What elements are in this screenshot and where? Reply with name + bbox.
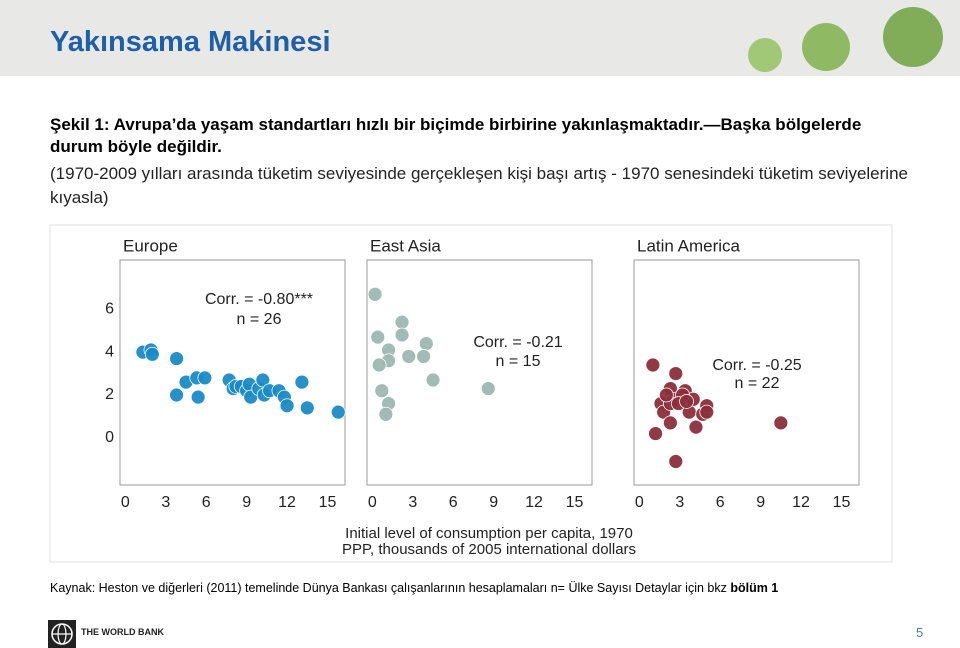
x-tick-label: 0 — [635, 494, 644, 511]
scatter-point — [668, 454, 684, 469]
x-tick-label: 6 — [716, 494, 725, 511]
x-tick-label: 15 — [566, 494, 584, 511]
y-tick-label: 6 — [105, 301, 114, 318]
annotation: Corr. = -0.80*** — [205, 291, 313, 308]
x-tick-label: 12 — [792, 494, 810, 511]
figure-heading: Şekil 1: Avrupa’da yaşam standartları hı… — [50, 115, 862, 156]
x-tick-label: 3 — [408, 494, 417, 511]
scatter-point — [668, 366, 684, 381]
source-emphasis: bölüm 1 — [730, 581, 779, 595]
x-tick-label: 0 — [368, 494, 377, 511]
scatter-point — [394, 327, 410, 343]
logo-text: THE WORLD BANK — [81, 627, 164, 637]
x-tick-label: 9 — [242, 494, 251, 511]
source-text: Kaynak: Heston ve diğerleri (2011) temel… — [50, 581, 727, 595]
scatter-point — [662, 415, 678, 431]
scatter-point — [658, 387, 674, 403]
header-band — [0, 0, 960, 76]
panel-title: Latin America — [637, 236, 741, 255]
x-tick-label: 3 — [675, 494, 684, 511]
scatter-point — [699, 404, 715, 420]
page-title: Yakınsama Makinesi — [50, 26, 331, 58]
x-tick-label: 15 — [833, 494, 851, 511]
scatter-point — [169, 387, 184, 403]
scatter-point — [294, 374, 310, 390]
scatter-point — [255, 372, 271, 388]
y-tick-label: 0 — [105, 429, 114, 446]
x-tick-label: 6 — [202, 494, 211, 511]
x-tick-label: 9 — [756, 494, 765, 511]
scatter-point — [279, 398, 295, 414]
y-tick-label: 4 — [105, 343, 114, 360]
scatter-point — [416, 349, 431, 364]
x-tick-label: 3 — [161, 494, 170, 511]
panel-title: East Asia — [370, 236, 441, 255]
annotation: Corr. = -0.21 — [473, 334, 562, 351]
source-note: Kaynak: Heston ve diğerleri (2011) temel… — [50, 581, 778, 595]
x-axis-label: PPP, thousands of 2005 international dol… — [342, 541, 636, 558]
x-tick-label: 12 — [525, 494, 543, 511]
scatter-point — [773, 415, 789, 431]
logo-icon — [48, 620, 76, 648]
x-tick-label: 0 — [121, 494, 130, 511]
header-decoration — [748, 7, 943, 72]
scatter-point — [299, 400, 315, 416]
scatter-point — [645, 357, 661, 373]
scatter-point — [330, 404, 346, 420]
scatter-point — [688, 419, 704, 435]
x-tick-label: 15 — [319, 494, 337, 511]
scatter-point — [169, 351, 184, 366]
x-tick-label: 9 — [489, 494, 498, 511]
annotation: n = 26 — [237, 311, 282, 328]
scatter-point — [197, 370, 213, 386]
x-tick-label: 6 — [449, 494, 458, 511]
scatter-point — [367, 286, 383, 302]
scatter-point — [480, 381, 496, 396]
scatter-point — [394, 314, 410, 330]
scatter-point — [190, 389, 206, 405]
panel-frame — [119, 259, 346, 486]
x-tick-label: 12 — [278, 494, 296, 511]
figure-subheading: (1970-2009 yılları arasında tüketim sevi… — [50, 164, 908, 207]
page-number: 5 — [916, 625, 924, 640]
scatter-point — [374, 383, 390, 399]
panel-frame — [366, 259, 593, 486]
scatter-point — [418, 336, 434, 351]
scatter-point — [648, 426, 663, 441]
annotation: n = 22 — [735, 375, 780, 392]
scatter-point — [144, 346, 160, 362]
x-axis-label: Initial level of consumption per capita,… — [345, 525, 633, 542]
scatter-point — [425, 372, 441, 388]
annotation: Corr. = -0.25 — [712, 357, 801, 374]
scatter-point — [378, 406, 394, 422]
y-tick-label: 2 — [105, 386, 114, 403]
scatter-point — [679, 394, 694, 409]
scatter-point — [401, 349, 417, 364]
scatter-point — [370, 329, 386, 345]
annotation: n = 15 — [496, 353, 541, 370]
scatter-point — [371, 357, 387, 373]
panel-title: Europe — [123, 236, 178, 255]
